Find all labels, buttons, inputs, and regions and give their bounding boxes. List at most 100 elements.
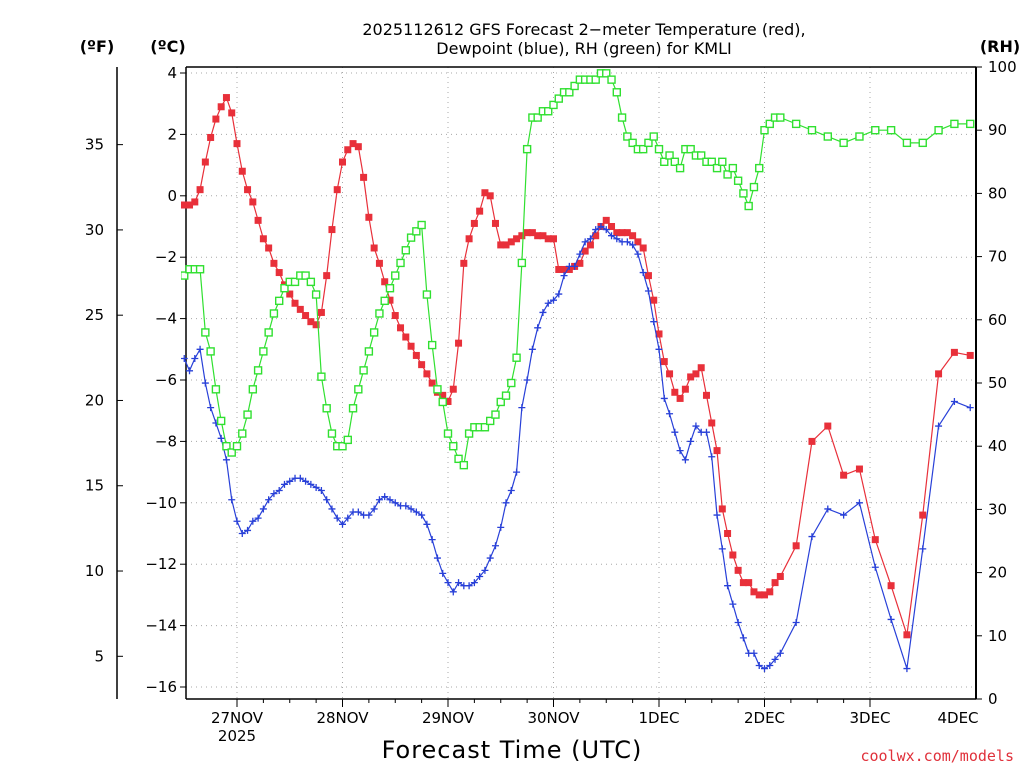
rh-point: [206, 347, 215, 356]
temperature-point: [286, 290, 294, 298]
temperature-point: [481, 189, 489, 197]
dewpoint-point: [734, 619, 742, 627]
rh-tick-label: 70: [988, 248, 1007, 266]
rh-point: [412, 227, 421, 236]
dewpoint-point: [502, 499, 510, 507]
celsius-tick-label: −2: [155, 248, 177, 266]
dewpoint-point: [623, 238, 631, 246]
dewpoint-point: [439, 569, 447, 577]
temperature-point: [244, 186, 252, 194]
rh-point: [966, 119, 975, 129]
dewpoint-point: [660, 394, 668, 402]
dewpoint-point: [312, 483, 320, 491]
series-1: [181, 223, 974, 673]
temperature-point: [528, 229, 536, 237]
x-tick-label: 27NOV: [211, 709, 264, 727]
dewpoint-point: [317, 487, 325, 495]
dewpoint-point: [576, 250, 584, 258]
celsius-tick-label: 0: [167, 187, 177, 205]
dewpoint-point: [365, 511, 373, 519]
temperature-point: [186, 201, 194, 209]
dewpoint-point: [375, 496, 383, 504]
dewpoint-point: [702, 428, 710, 436]
temperature-point: [307, 318, 315, 326]
temperature-point: [212, 115, 220, 123]
dewpoint-point: [724, 582, 732, 590]
rh-point: [660, 157, 669, 167]
rh-point: [665, 151, 674, 160]
dewpoint-point: [581, 238, 589, 246]
temperature-point: [602, 216, 610, 224]
temperature-point: [386, 296, 394, 304]
dewpoint-point: [228, 496, 236, 504]
rh-point: [733, 176, 743, 185]
rh-tick-label: 10: [988, 627, 1007, 645]
rh-point: [628, 138, 637, 148]
temperature-point: [581, 247, 589, 255]
dewpoint-point: [692, 422, 700, 430]
dewpoint-point: [476, 572, 484, 580]
temperature-point: [455, 339, 463, 347]
dewpoint-point: [634, 250, 642, 258]
temperature-point: [544, 235, 552, 243]
rh-tick-label: 60: [988, 311, 1007, 329]
rh-point: [686, 144, 695, 154]
dewpoint-point: [824, 505, 832, 513]
temperature-point: [592, 232, 600, 240]
dewpoint-point: [666, 410, 674, 418]
rh-point: [491, 410, 500, 419]
dewpoint-point: [265, 496, 273, 504]
celsius-tick-label: −14: [145, 617, 177, 635]
temperature-point: [397, 324, 405, 332]
temperature-point: [497, 241, 505, 249]
dewpoint-point: [750, 649, 758, 657]
temperature-point: [354, 143, 362, 151]
dewpoint-point: [560, 272, 568, 280]
temperature-point: [344, 146, 352, 154]
dewpoint-point: [792, 619, 800, 627]
temperature-point: [191, 198, 199, 206]
temperature-point: [423, 370, 431, 378]
fahrenheit-tick-label: 20: [85, 391, 104, 409]
temperature-point: [745, 579, 753, 587]
dewpoint-point: [481, 566, 489, 574]
temperature-point: [560, 265, 568, 273]
rh-tick-label: 100: [988, 58, 1017, 76]
temperature-point: [302, 312, 310, 320]
grid: [186, 67, 976, 699]
dewpoint-point: [571, 262, 579, 270]
rh-point: [264, 328, 273, 337]
rh-point: [623, 132, 632, 141]
temperature-point: [349, 140, 357, 148]
rh-tick-label: 20: [988, 564, 1007, 582]
dewpoint-point: [302, 477, 310, 485]
temperature-point: [249, 198, 257, 206]
dewpoint-point: [233, 517, 241, 525]
temperature-point: [296, 305, 304, 313]
dewpoint-point: [191, 355, 199, 363]
rh-point: [243, 410, 252, 419]
celsius-tick-label: −16: [145, 678, 177, 696]
rh-point: [670, 157, 680, 167]
dewpoint-point: [270, 490, 278, 498]
rh-point: [238, 429, 247, 438]
rh-point: [322, 404, 331, 413]
dewpoint-point: [761, 665, 768, 673]
dewpoint-point: [449, 588, 457, 596]
temperature-point: [761, 591, 768, 599]
dewpoint-point: [655, 345, 663, 353]
temperature-point: [634, 238, 642, 246]
temperature-point: [486, 192, 494, 200]
rh-tick-label: 0: [988, 690, 998, 708]
series-0: [181, 94, 974, 639]
temperature-point: [792, 542, 800, 550]
series-line: [183, 225, 971, 670]
temperature-point: [391, 312, 399, 320]
temperature-point: [692, 370, 700, 378]
temperature-point: [629, 232, 637, 240]
dewpoint-point: [887, 615, 895, 623]
rh-point: [375, 309, 384, 318]
dewpoint-point: [386, 496, 394, 504]
dewpoint-point: [808, 533, 816, 541]
